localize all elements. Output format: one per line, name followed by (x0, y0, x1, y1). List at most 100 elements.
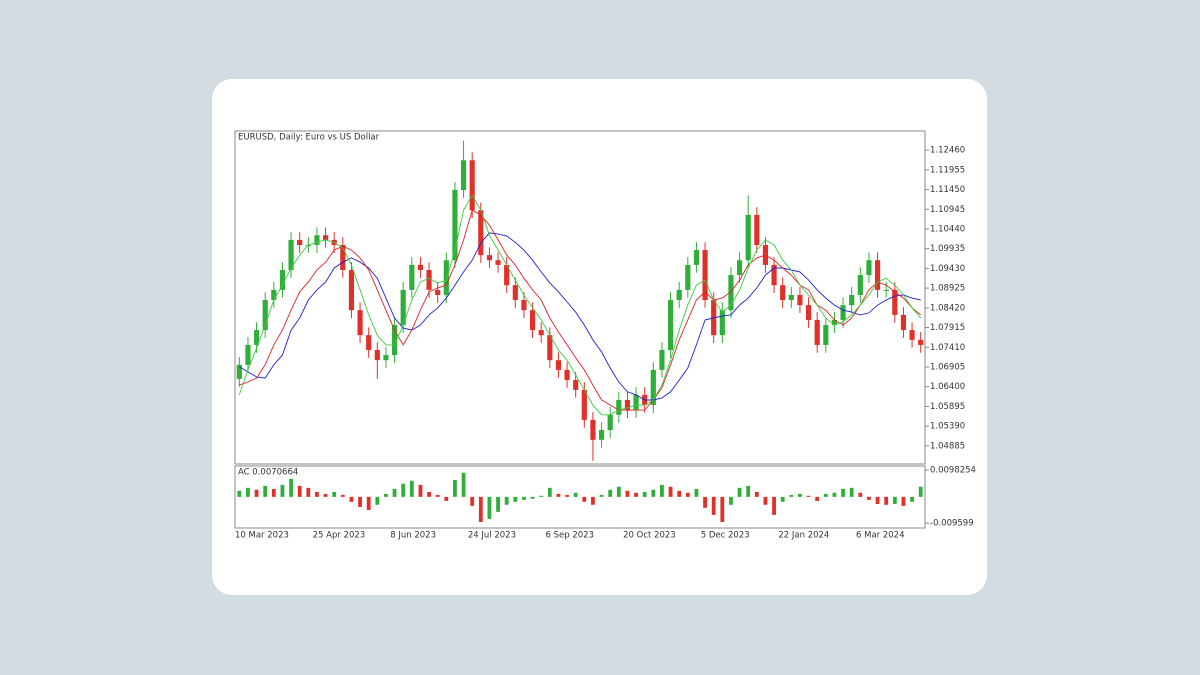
ac-title: AC 0.0070664 (238, 468, 298, 478)
ac-bar (263, 485, 268, 497)
x-tick-label: 6 Mar 2024 (856, 531, 904, 541)
ac-bar (409, 480, 414, 497)
ac-bar (418, 484, 423, 497)
x-tick-label: 8 Jun 2023 (390, 531, 436, 541)
ac-bar (539, 495, 544, 497)
ac-bar (375, 496, 380, 505)
ac-bar (849, 487, 854, 497)
ac-bar (651, 489, 656, 497)
ac-bar (772, 496, 776, 515)
candle-body (918, 339, 924, 345)
candle-body (478, 210, 484, 256)
ac-bar (487, 496, 492, 519)
ac-bar (297, 485, 302, 497)
candle-body (400, 289, 406, 326)
y-tick-label: 1.10440 (930, 224, 965, 234)
ac-bar (677, 490, 682, 497)
ac-bar (280, 484, 285, 497)
x-tick-label: 24 Jul 2023 (468, 531, 516, 541)
candle-body (366, 335, 372, 351)
y-tick-label: 1.11450 (930, 185, 965, 195)
ac-bar (798, 493, 802, 497)
ac-bar (513, 496, 518, 502)
candle-body (857, 275, 863, 295)
ac-bar (884, 496, 889, 505)
ac-bar (246, 487, 250, 497)
candle-body (495, 260, 501, 265)
candle-body (590, 419, 596, 440)
candle-body (676, 289, 682, 301)
candle-body (616, 399, 622, 415)
ac-bar (858, 492, 863, 497)
x-tick-label: 25 Apr 2023 (313, 531, 366, 541)
candle-body (719, 310, 725, 336)
candle-body (547, 335, 553, 361)
ac-frame (234, 465, 926, 529)
ac-bar (746, 485, 751, 497)
ac-bar (504, 496, 509, 505)
candle-body (253, 330, 260, 345)
candle-body (650, 369, 656, 406)
ac-bar (435, 494, 440, 497)
candle-body (667, 300, 674, 351)
candle-body (409, 264, 415, 290)
candle-body (840, 305, 846, 320)
candle-body (435, 289, 441, 295)
candle-body (417, 264, 424, 270)
candle-body (357, 310, 363, 336)
candle-body (702, 250, 708, 301)
ac-bar (271, 488, 276, 497)
ac-bar (660, 484, 664, 497)
ac-bar (349, 496, 354, 502)
ac-bar (875, 496, 880, 504)
ac-bar (910, 496, 914, 502)
y-tick-label: 1.05390 (930, 422, 965, 432)
candle-body (633, 394, 639, 411)
ac-bar (306, 487, 311, 497)
ac-bar (867, 496, 871, 500)
candle-body (814, 319, 820, 345)
ac-bar (358, 496, 362, 507)
ac-bar (530, 496, 535, 499)
ac-bar (832, 492, 837, 497)
candle-body (693, 250, 700, 265)
candle-body (469, 160, 475, 211)
ac-bar (384, 493, 388, 497)
y-tick-label: 1.09430 (930, 264, 965, 274)
candle-body (322, 235, 329, 240)
y-tick-label: 0.0098254 (930, 466, 976, 476)
ac-bar (254, 489, 259, 497)
candle-body (780, 285, 786, 301)
candle-body (797, 294, 803, 306)
ac-bar (711, 496, 716, 515)
candle-body (909, 330, 915, 340)
ac-bar (823, 493, 828, 497)
ac-bar (901, 496, 906, 506)
x-tick-label: 6 Sep 2023 (546, 531, 594, 541)
candle-body (728, 275, 734, 311)
candle-body (883, 289, 889, 291)
ac-bar (737, 487, 742, 497)
ac-bar (720, 496, 725, 522)
ac-bar (392, 488, 397, 497)
ac-bar (340, 494, 345, 497)
candle-body (443, 260, 449, 295)
candle-body (624, 399, 631, 411)
ac-bar (323, 493, 328, 497)
candle-body (598, 430, 605, 440)
candle-body (426, 269, 432, 290)
candle-body (512, 285, 518, 301)
y-tick-label: 1.10945 (930, 205, 965, 215)
x-tick-label: 10 Mar 2023 (235, 531, 289, 541)
y-tick-label: 1.06400 (930, 382, 965, 392)
candle-body (831, 319, 838, 326)
y-tick-label: 1.04885 (930, 441, 965, 451)
ac-bar (763, 496, 768, 505)
ac-bar (427, 491, 431, 497)
ac-bar (703, 496, 707, 508)
candle-body (849, 294, 855, 306)
indicator-line (238, 194, 922, 416)
ac-bar (461, 472, 466, 497)
ac-bar (401, 483, 406, 497)
